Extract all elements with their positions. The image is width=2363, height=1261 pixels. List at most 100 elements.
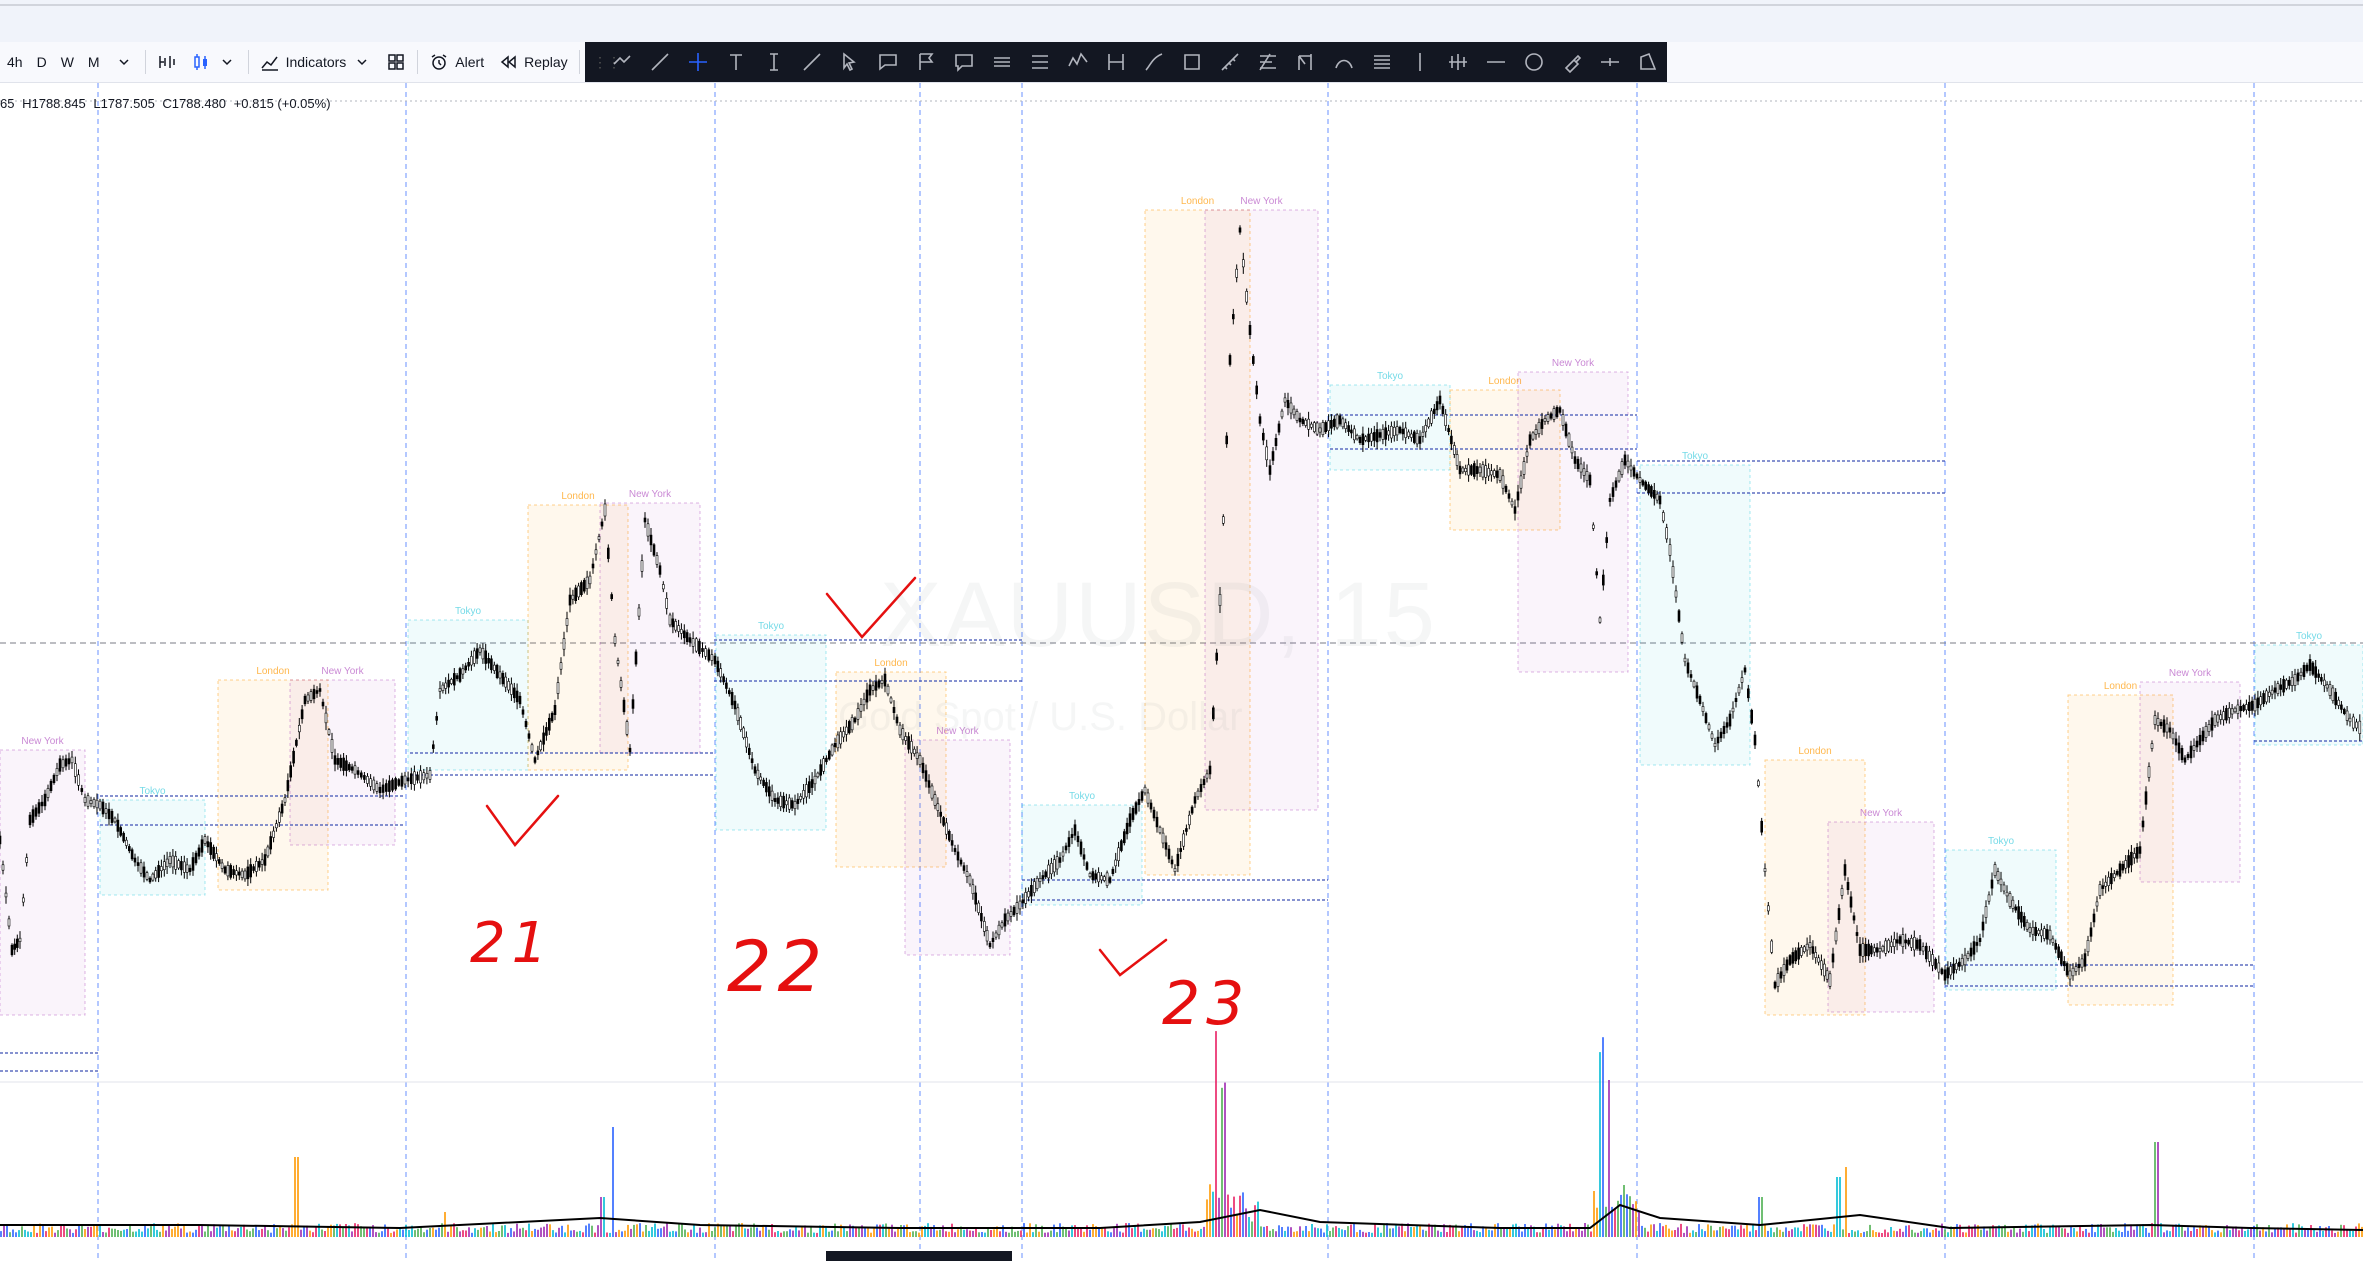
circle-tool[interactable] — [1515, 42, 1553, 82]
pitchfork-tool[interactable] — [1287, 42, 1325, 82]
trend-line-tool[interactable] — [793, 42, 831, 82]
candle-body — [2086, 939, 2090, 953]
interval-m[interactable]: M — [87, 54, 100, 70]
candle-body — [272, 830, 275, 838]
candle-body — [716, 660, 720, 673]
indicators-button[interactable]: Indicators — [253, 46, 380, 78]
volume-bar — [2313, 1229, 2315, 1237]
candle-body — [1713, 742, 1717, 747]
candle-body — [2355, 721, 2358, 729]
candle-body — [527, 733, 531, 739]
candle-body — [707, 649, 711, 661]
volume-bar — [1389, 1228, 1391, 1237]
candle-body — [2311, 662, 2315, 675]
candle-body — [765, 782, 768, 793]
horizontal-line-tool[interactable] — [1477, 42, 1515, 82]
volume-bar — [387, 1227, 389, 1237]
candle-body — [524, 720, 528, 727]
volume-bar — [1287, 1226, 1289, 1237]
candle-body — [2138, 846, 2142, 854]
candle-body — [953, 848, 957, 852]
volume-bar — [969, 1230, 971, 1237]
text-tool[interactable] — [717, 42, 755, 82]
time-scale-scrollbar[interactable] — [826, 1251, 1012, 1261]
alert-button[interactable]: Alert — [422, 46, 491, 78]
lines-tool[interactable] — [1363, 42, 1401, 82]
candle-body — [1128, 813, 1132, 827]
rectangle-tool[interactable] — [1173, 42, 1211, 82]
volume-bar — [2322, 1230, 2324, 1237]
polygon-tool[interactable] — [1629, 42, 1667, 82]
candle-body — [971, 884, 975, 894]
candle-body — [1915, 939, 1919, 949]
chart-pane[interactable]: New York Tokyo London New York Tokyo London Ne… — [0, 83, 2363, 1261]
eraser-tool[interactable] — [1553, 42, 1591, 82]
volume-bar — [1698, 1224, 1700, 1237]
bracket-tool[interactable] — [1097, 42, 1135, 82]
volume-bar — [489, 1231, 491, 1237]
layouts-button[interactable] — [379, 46, 413, 78]
candle-body — [1534, 429, 1538, 435]
ray-tool[interactable] — [1591, 42, 1629, 82]
volume-bar — [2163, 1232, 2165, 1237]
candle-body — [2020, 911, 2023, 923]
candle-body — [1878, 947, 1882, 952]
flag-pin-tool[interactable] — [907, 42, 945, 82]
candle-body — [450, 678, 453, 684]
candle-body — [1940, 968, 1944, 975]
vertical-line-tool[interactable] — [1401, 42, 1439, 82]
arc-tool[interactable] — [1325, 42, 1363, 82]
comment-tool[interactable] — [945, 42, 983, 82]
crosshair-tool[interactable] — [679, 42, 717, 82]
volume-bar — [1737, 1229, 1739, 1237]
interval-dropdown[interactable] — [107, 46, 141, 78]
cursor-arrow-tool[interactable] — [831, 42, 869, 82]
undo-tool[interactable] — [603, 42, 641, 82]
candle-body — [991, 937, 995, 943]
volume-bar — [1275, 1231, 1277, 1237]
volume-bar — [2175, 1224, 2177, 1237]
replay-button[interactable]: Replay — [491, 46, 575, 78]
volume-bar — [2277, 1227, 2279, 1237]
fib-tool[interactable] — [1249, 42, 1287, 82]
volume-bar — [1047, 1232, 1049, 1237]
volume-bar — [2247, 1229, 2249, 1237]
volume-bar — [1086, 1225, 1088, 1237]
interval-d[interactable]: D — [36, 54, 47, 70]
brush-tool[interactable] — [1135, 42, 1173, 82]
volume-bar — [393, 1231, 395, 1237]
volume-bar — [1932, 1229, 1934, 1237]
compare-button[interactable] — [150, 46, 184, 78]
interval-4h[interactable]: 4h — [7, 54, 23, 70]
volume-bar — [276, 1228, 278, 1237]
volume-bar — [1887, 1232, 1889, 1237]
candle-body — [1811, 946, 1815, 954]
volume-bar — [2244, 1231, 2246, 1237]
candle-body — [1800, 947, 1803, 956]
pen-tool[interactable] — [641, 42, 679, 82]
candle-body — [1353, 428, 1356, 441]
candle-body — [625, 721, 629, 735]
candle-body — [977, 902, 980, 913]
volume-bar — [717, 1223, 719, 1237]
interval-w[interactable]: W — [60, 54, 74, 70]
callout-tool[interactable] — [869, 42, 907, 82]
volume-bar — [0, 1231, 2, 1237]
candle-body — [1725, 722, 1729, 728]
bars-pattern-tool[interactable] — [1439, 42, 1477, 82]
bars-pattern-icon — [1449, 54, 1467, 70]
zigzag-tool[interactable] — [1059, 42, 1097, 82]
volume-bar — [1482, 1226, 1484, 1237]
volume-bar — [258, 1230, 260, 1237]
channel-tool[interactable] — [1021, 42, 1059, 82]
volume-bar — [1443, 1224, 1445, 1237]
drag-handle[interactable]: ⋮⋮ — [593, 54, 621, 70]
range-tool[interactable] — [983, 42, 1021, 82]
ruler-tool[interactable] — [1211, 42, 1249, 82]
candle-body — [1981, 921, 1985, 931]
text-cursor-tool[interactable] — [755, 42, 793, 82]
chart-type-button[interactable] — [184, 46, 244, 78]
candle-body — [507, 681, 510, 691]
text-cursor-icon — [770, 53, 778, 71]
